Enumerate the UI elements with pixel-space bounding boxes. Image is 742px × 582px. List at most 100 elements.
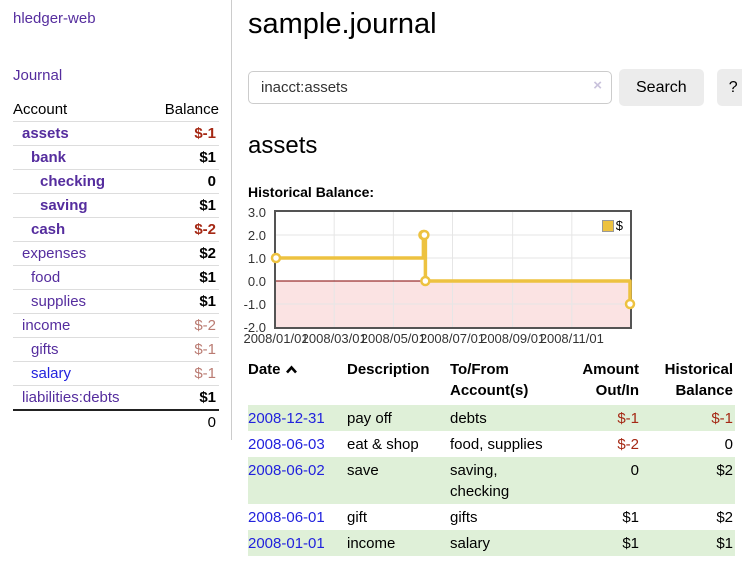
column-header-amount: Amount Out/In [582, 361, 639, 399]
transaction-row: 2008-12-31 pay off debts $-1 $-1 [248, 405, 735, 431]
transaction-date-link[interactable]: 2008-01-01 [248, 535, 325, 552]
transaction-row: 2008-06-02 save saving, checking 0 $2 [248, 457, 735, 504]
transaction-accounts: gifts [450, 509, 478, 526]
x-tick-label: 2008/11/01 [539, 331, 604, 346]
column-header-balance: Historical Balance [664, 361, 733, 399]
transaction-date-link[interactable]: 2008-06-03 [248, 436, 325, 453]
historical-balance-chart: $ 3.0 2.0 1.0 0.0 -1.0 -2.0 2008/01/01 2008/03… [243, 206, 636, 346]
register-table-body: 2008-12-31 pay off debts $-1 $-1 2008-06-03 ea… [248, 405, 735, 556]
search-button[interactable]: Search [619, 69, 704, 106]
sidebar-account-bank[interactable]: bank [31, 149, 67, 166]
transaction-balance: $1 [716, 535, 733, 552]
x-tick-label: 2008/05/01 [360, 331, 426, 346]
transaction-accounts: saving, checking [450, 462, 510, 500]
account-balance: $1 [149, 265, 219, 290]
y-tick-label: -2.0 [243, 320, 266, 335]
account-balance: $1 [149, 385, 219, 410]
account-row: food $1 [13, 265, 219, 290]
transaction-description: pay off [347, 410, 392, 427]
transaction-balance: $-1 [711, 410, 733, 427]
transaction-row: 2008-01-01 income salary $1 $1 [248, 530, 735, 556]
sidebar-account-liabilities-debts[interactable]: liabilities:debts [22, 389, 120, 406]
account-balance: $1 [149, 193, 219, 218]
account-balance: $-2 [149, 217, 219, 242]
sidebar-account-assets[interactable]: assets [22, 125, 69, 142]
column-header-accounts: To/From Account(s) [450, 361, 529, 399]
transaction-description: save [347, 462, 379, 479]
transaction-amount: 0 [630, 462, 639, 479]
transaction-balance: $2 [716, 462, 733, 479]
help-button[interactable]: ? [716, 69, 742, 106]
account-row: expenses $2 [13, 241, 219, 266]
transaction-accounts: food, supplies [450, 436, 543, 453]
transaction-accounts: debts [450, 410, 487, 427]
x-tick-label: 2008/03/01 [301, 331, 367, 346]
accounts-table: Account Balance assets $-1 bank $1 checking 0… [13, 99, 219, 434]
register-table: Date Description To/From Account(s) Amou… [248, 357, 735, 556]
sort-ascending-icon [285, 359, 298, 380]
account-balance: 0 [149, 169, 219, 194]
account-balance: $1 [149, 289, 219, 314]
account-row: gifts $-1 [13, 337, 219, 362]
transaction-description: gift [347, 509, 368, 526]
account-row: income $-2 [13, 313, 219, 338]
register-header-row: Date Description To/From Account(s) Amou… [248, 357, 735, 405]
account-balance: $1 [149, 145, 219, 170]
sidebar-account-saving[interactable]: saving [40, 197, 88, 214]
sidebar-account-food[interactable]: food [31, 269, 61, 286]
app: hledger-web Journal Account Balance asse… [0, 0, 742, 556]
clear-search-icon[interactable]: × [593, 77, 602, 94]
x-tick-label: 2008/07/01 [419, 331, 486, 346]
account-row: bank $1 [13, 145, 219, 170]
sidebar-account-salary[interactable]: salary [31, 365, 72, 382]
sidebar-account-income[interactable]: income [22, 317, 71, 334]
sidebar: hledger-web Journal Account Balance asse… [0, 0, 232, 440]
sidebar-account-checking[interactable]: checking [40, 173, 106, 190]
account-balance: $-1 [149, 337, 219, 362]
account-row: cash $-2 [13, 217, 219, 242]
accounts-total-row: 0 [13, 409, 219, 434]
search-bar: × Search ? [248, 69, 742, 106]
transaction-description: income [347, 535, 396, 552]
x-tick-label: 2008/09/01 [480, 331, 546, 346]
accounts-header-account: Account [13, 101, 68, 118]
y-tick-label: 0.0 [247, 274, 266, 289]
search-input-wrap: × [248, 71, 612, 104]
sidebar-item-journal[interactable]: Journal [13, 67, 63, 84]
y-tick-label: -1.0 [243, 297, 266, 312]
accounts-header-balance: Balance [164, 101, 219, 118]
account-balance: $-1 [149, 121, 219, 146]
chart-canvas [270, 212, 636, 327]
chart-plot-area: $ [270, 210, 636, 329]
accounts-total-value: 0 [149, 409, 219, 434]
transaction-description: eat & shop [347, 436, 419, 453]
y-tick-label: 1.0 [247, 251, 266, 266]
sidebar-account-cash[interactable]: cash [31, 221, 66, 238]
accounts-table-body: assets $-1 bank $1 checking 0 saving $1 cash $-2 e… [13, 121, 219, 410]
column-header-date[interactable]: Date [248, 357, 347, 405]
transaction-date-link[interactable]: 2008-12-31 [248, 410, 325, 427]
legend-swatch-icon [601, 219, 614, 232]
search-input[interactable] [248, 71, 612, 104]
chart-legend: $ [601, 218, 623, 233]
transaction-date-link[interactable]: 2008-06-01 [248, 509, 325, 526]
y-tick-label: 2.0 [247, 228, 266, 243]
legend-label: $ [615, 218, 623, 233]
sidebar-account-gifts[interactable]: gifts [31, 341, 59, 358]
transaction-row: 2008-06-01 gift gifts $1 $2 [248, 504, 735, 530]
main-content: sample.journal × Search ? assets Histori… [232, 0, 742, 556]
transaction-amount: $1 [622, 509, 639, 526]
y-tick-label: 3.0 [247, 205, 266, 220]
transaction-amount: $-2 [617, 436, 639, 453]
sidebar-account-supplies[interactable]: supplies [31, 293, 87, 310]
account-row: supplies $1 [13, 289, 219, 314]
brand-link[interactable]: hledger-web [13, 10, 96, 27]
x-tick-label: 2008/01/01 [243, 331, 309, 346]
transaction-date-link[interactable]: 2008-06-02 [248, 462, 325, 479]
transaction-balance: $2 [716, 509, 733, 526]
account-row: checking 0 [13, 169, 219, 194]
account-row: saving $1 [13, 193, 219, 218]
sidebar-account-expenses[interactable]: expenses [22, 245, 87, 262]
transaction-accounts: salary [450, 535, 491, 552]
chart-title: Historical Balance: [248, 184, 375, 200]
